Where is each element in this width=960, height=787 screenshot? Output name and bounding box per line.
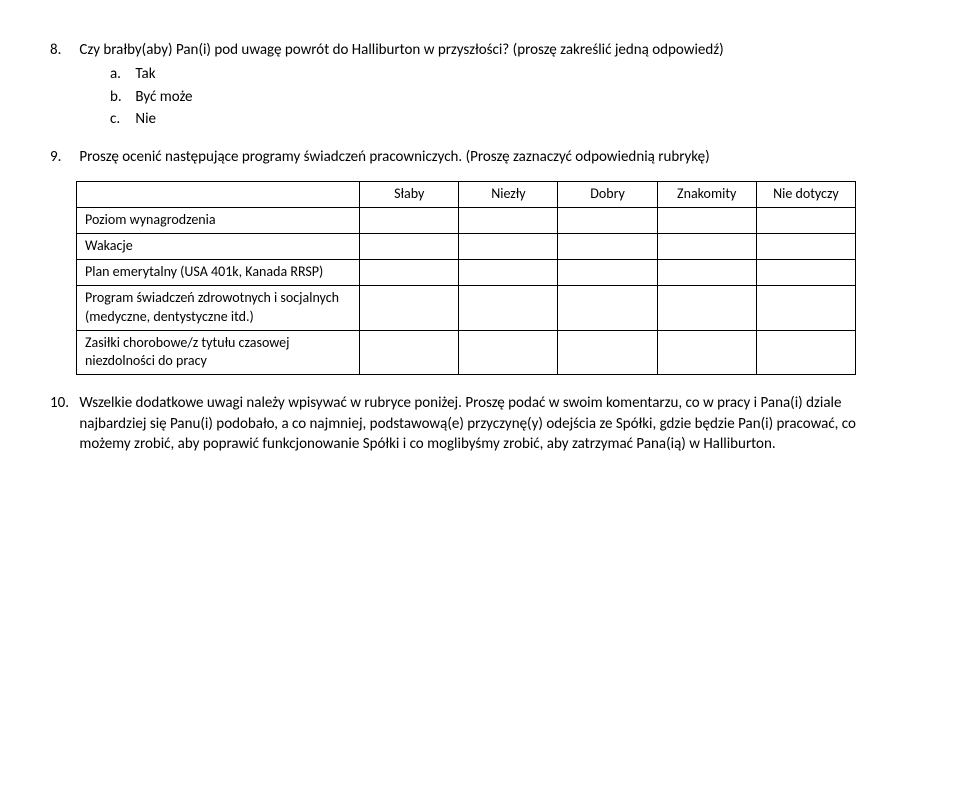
header-col: Znakomity: [657, 182, 756, 208]
rating-cell[interactable]: [756, 234, 855, 260]
header-col: Nie dotyczy: [756, 182, 855, 208]
ratings-table: Słaby Niezły Dobry Znakomity Nie dotyczy…: [76, 181, 856, 375]
q10-number: 10.: [50, 393, 76, 413]
table-row: Zasiłki chorobowe/z tytułu czasowej niez…: [77, 330, 856, 375]
rating-cell[interactable]: [657, 330, 756, 375]
rating-cell[interactable]: [459, 330, 558, 375]
rating-cell[interactable]: [558, 234, 657, 260]
option-label: Być może: [135, 88, 192, 106]
rating-cell[interactable]: [756, 285, 855, 330]
option-letter: a.: [110, 64, 132, 84]
option-letter: c.: [110, 109, 132, 129]
q9-text: Proszę ocenić następujące programy świad…: [79, 147, 909, 167]
rating-cell[interactable]: [558, 208, 657, 234]
rating-cell[interactable]: [360, 234, 459, 260]
option-letter: b.: [110, 87, 132, 107]
question-9: 9. Proszę ocenić następujące programy św…: [50, 147, 910, 375]
q8-option-a[interactable]: a. Tak: [110, 64, 910, 84]
rating-cell[interactable]: [657, 259, 756, 285]
table-row: Wakacje: [77, 234, 856, 260]
rating-cell[interactable]: [558, 259, 657, 285]
header-col: Dobry: [558, 182, 657, 208]
rating-cell[interactable]: [558, 330, 657, 375]
rating-cell[interactable]: [459, 208, 558, 234]
header-col: Niezły: [459, 182, 558, 208]
rating-cell[interactable]: [459, 259, 558, 285]
rating-cell[interactable]: [459, 285, 558, 330]
table-header-row: Słaby Niezły Dobry Znakomity Nie dotyczy: [77, 182, 856, 208]
q8-options: a. Tak b. Być może c. Nie: [110, 64, 910, 129]
rating-cell[interactable]: [657, 285, 756, 330]
row-label: Program świadczeń zdrowotnych i socjalny…: [77, 285, 360, 330]
row-label: Plan emerytalny (USA 401k, Kanada RRSP): [77, 259, 360, 285]
table-row: Program świadczeń zdrowotnych i socjalny…: [77, 285, 856, 330]
question-8: 8. Czy brałby(aby) Pan(i) pod uwagę powr…: [50, 40, 910, 129]
q8-option-b[interactable]: b. Być może: [110, 87, 910, 107]
rating-cell[interactable]: [756, 259, 855, 285]
header-col: Słaby: [360, 182, 459, 208]
q10-text: Wszelkie dodatkowe uwagi należy wpisywać…: [79, 393, 909, 454]
rating-cell[interactable]: [360, 285, 459, 330]
rating-cell[interactable]: [756, 330, 855, 375]
rating-cell[interactable]: [657, 208, 756, 234]
rating-cell[interactable]: [360, 208, 459, 234]
question-10: 10. Wszelkie dodatkowe uwagi należy wpis…: [50, 393, 910, 454]
q9-number: 9.: [50, 147, 76, 167]
rating-cell[interactable]: [756, 208, 855, 234]
header-empty: [77, 182, 360, 208]
rating-cell[interactable]: [360, 330, 459, 375]
q8-number: 8.: [50, 40, 76, 60]
q8-option-c[interactable]: c. Nie: [110, 109, 910, 129]
table-row: Poziom wynagrodzenia: [77, 208, 856, 234]
row-label: Wakacje: [77, 234, 360, 260]
rating-cell[interactable]: [558, 285, 657, 330]
option-label: Nie: [135, 110, 156, 128]
row-label: Zasiłki chorobowe/z tytułu czasowej niez…: [77, 330, 360, 375]
rating-cell[interactable]: [459, 234, 558, 260]
rating-cell[interactable]: [360, 259, 459, 285]
q8-text: Czy brałby(aby) Pan(i) pod uwagę powrót …: [79, 40, 909, 60]
option-label: Tak: [135, 65, 155, 83]
row-label: Poziom wynagrodzenia: [77, 208, 360, 234]
table-row: Plan emerytalny (USA 401k, Kanada RRSP): [77, 259, 856, 285]
rating-cell[interactable]: [657, 234, 756, 260]
